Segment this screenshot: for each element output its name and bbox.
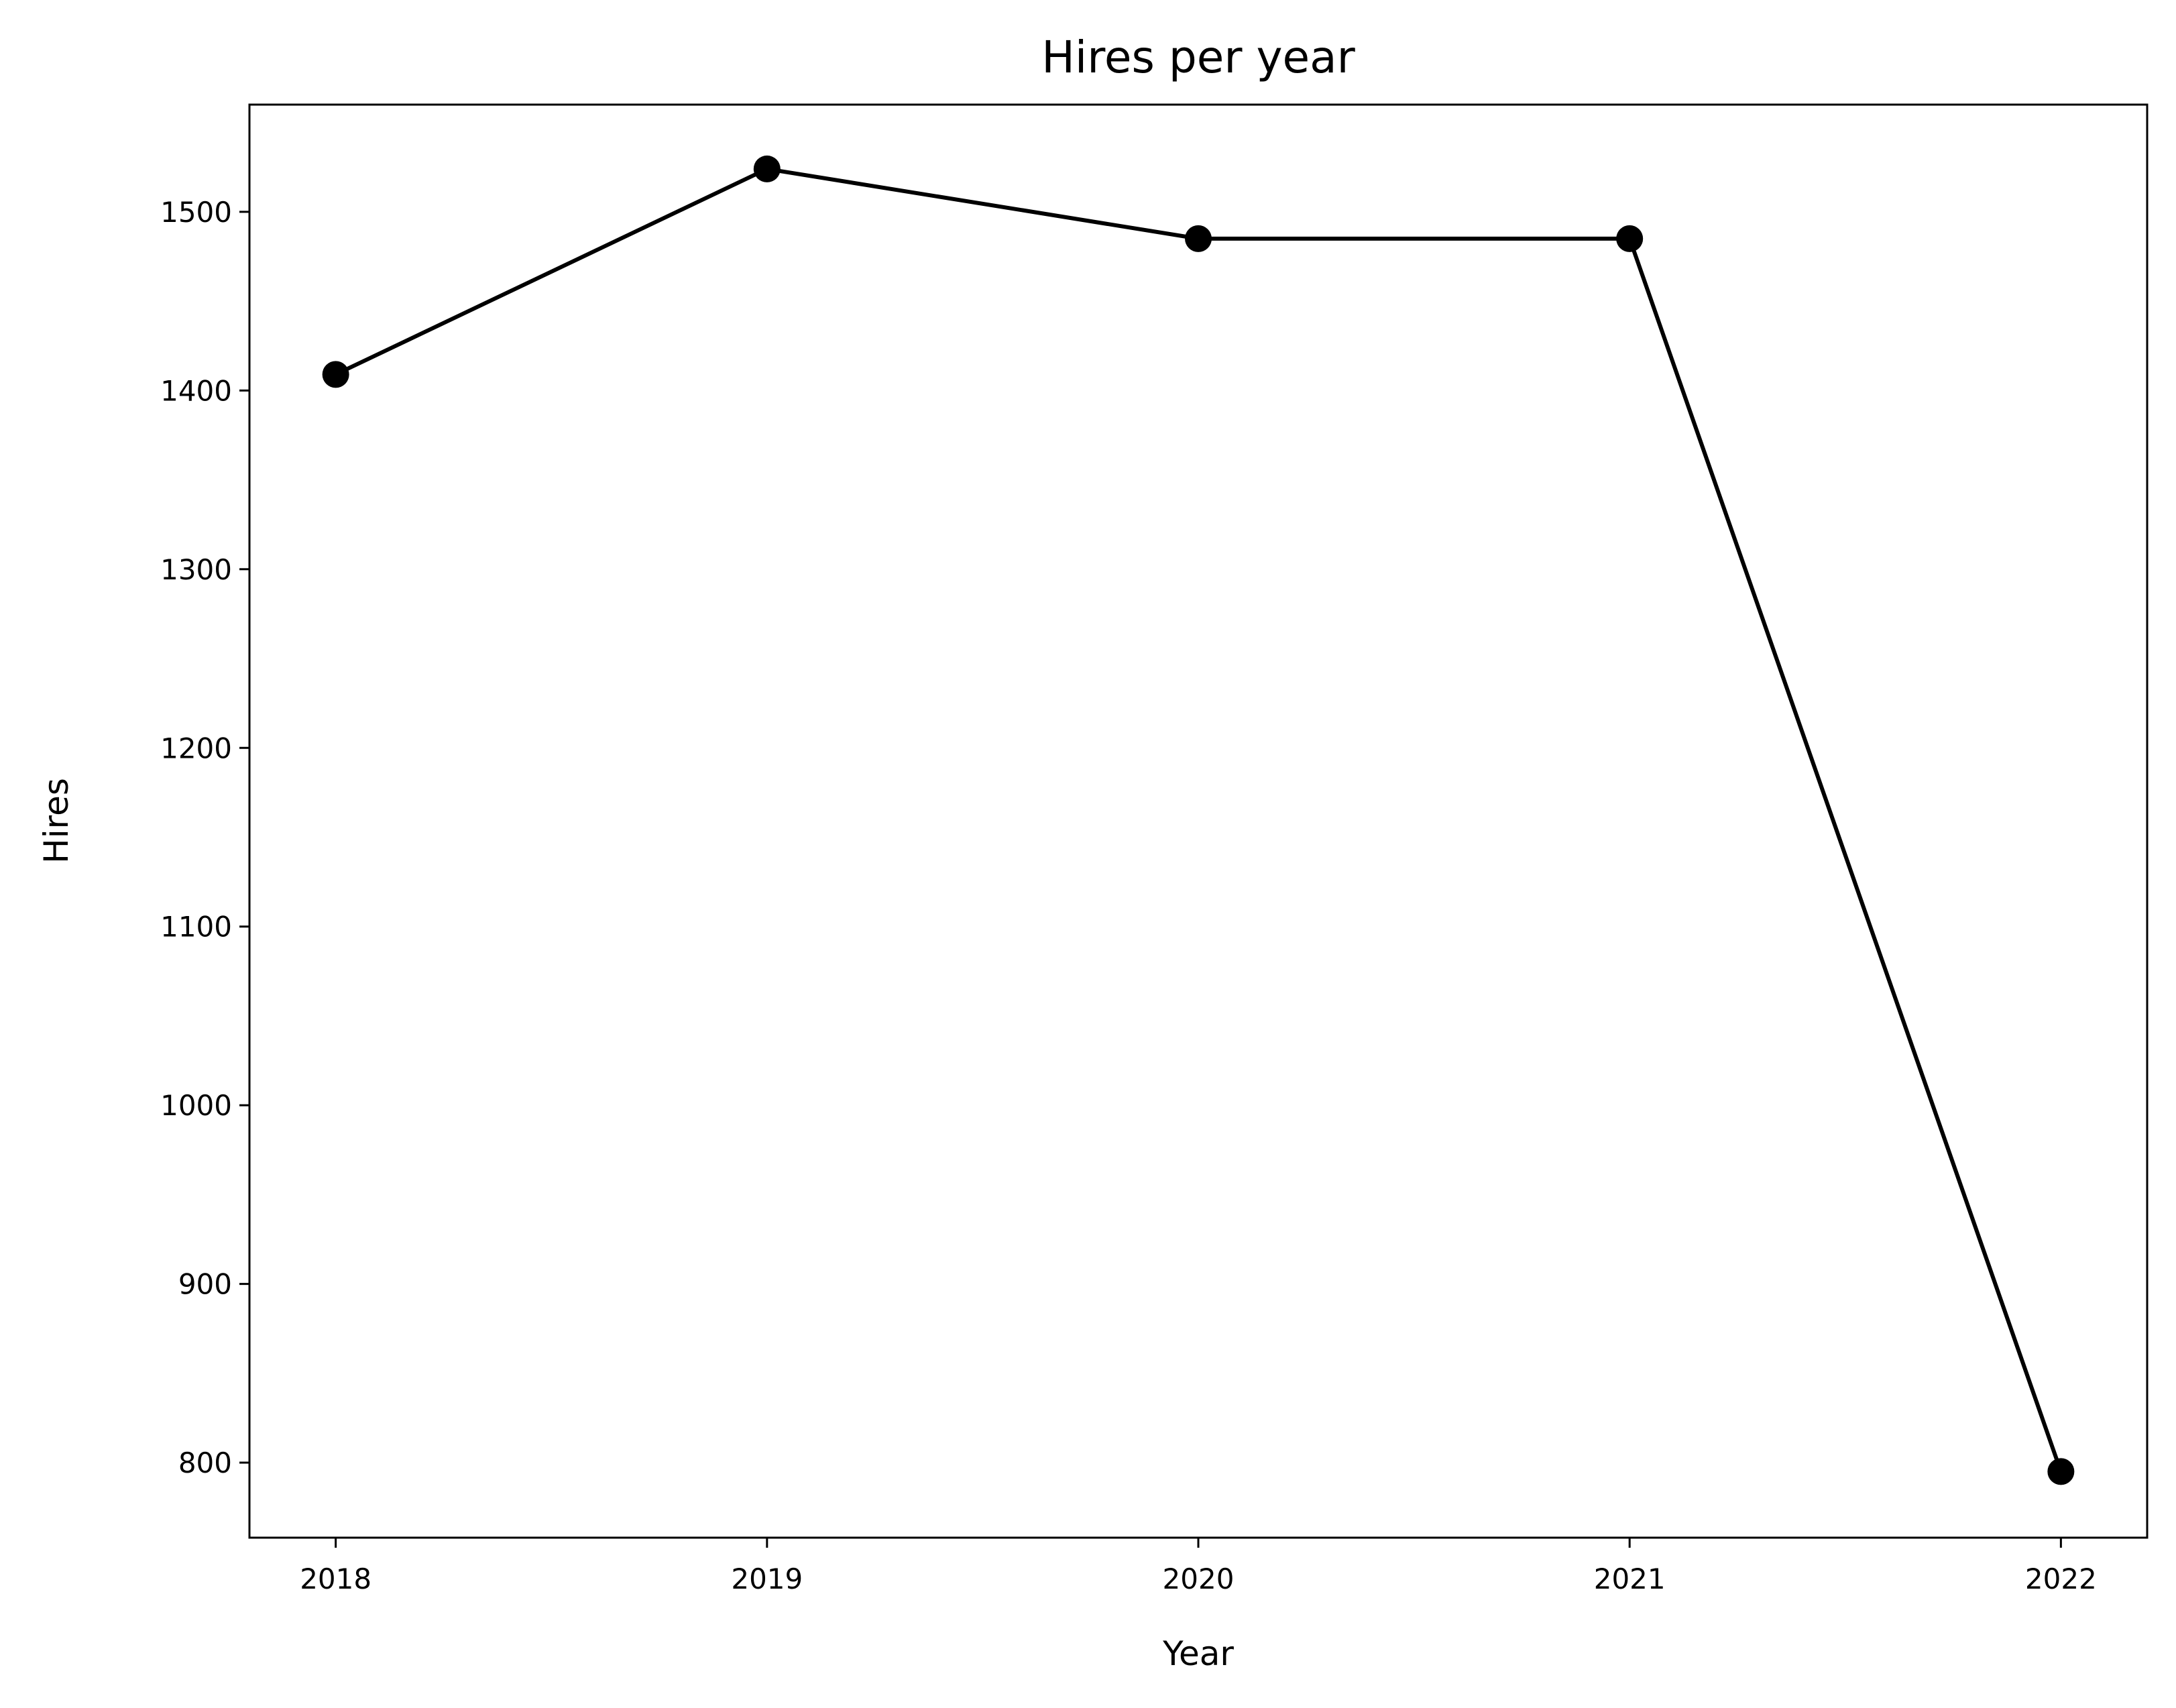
y-tick-label: 1000 <box>160 1089 232 1122</box>
x-tick-label: 2020 <box>1163 1562 1235 1595</box>
y-tick-label: 1500 <box>160 196 232 229</box>
x-tick-label: 2018 <box>300 1562 371 1595</box>
x-tick-label: 2022 <box>2025 1562 2097 1595</box>
data-point-2021 <box>1616 225 1644 252</box>
data-point-2019 <box>753 155 781 182</box>
chart-title: Hires per year <box>1041 32 1355 83</box>
x-axis-ticks: 2018 2019 2020 2021 2022 <box>300 1538 2097 1595</box>
y-tick-label: 1200 <box>160 732 232 764</box>
data-point-2018 <box>322 361 349 388</box>
y-axis-label: Hires <box>37 778 76 864</box>
series-layer <box>322 155 2075 1485</box>
plot-area-frame <box>248 103 2149 1539</box>
x-tick-label: 2021 <box>1594 1562 1666 1595</box>
y-axis-ticks: 800 900 1000 1100 1200 1300 1400 1500 <box>160 196 249 1479</box>
x-tick-label: 2019 <box>731 1562 803 1595</box>
y-tick-label: 800 <box>178 1446 232 1479</box>
x-axis-label: Year <box>1162 1634 1234 1673</box>
data-point-2020 <box>1185 225 1212 252</box>
y-tick-label: 900 <box>178 1268 232 1301</box>
y-tick-label: 1300 <box>160 553 232 586</box>
y-tick-label: 1100 <box>160 911 232 944</box>
data-point-2022 <box>2047 1458 2075 1485</box>
y-tick-label: 1400 <box>160 374 232 407</box>
